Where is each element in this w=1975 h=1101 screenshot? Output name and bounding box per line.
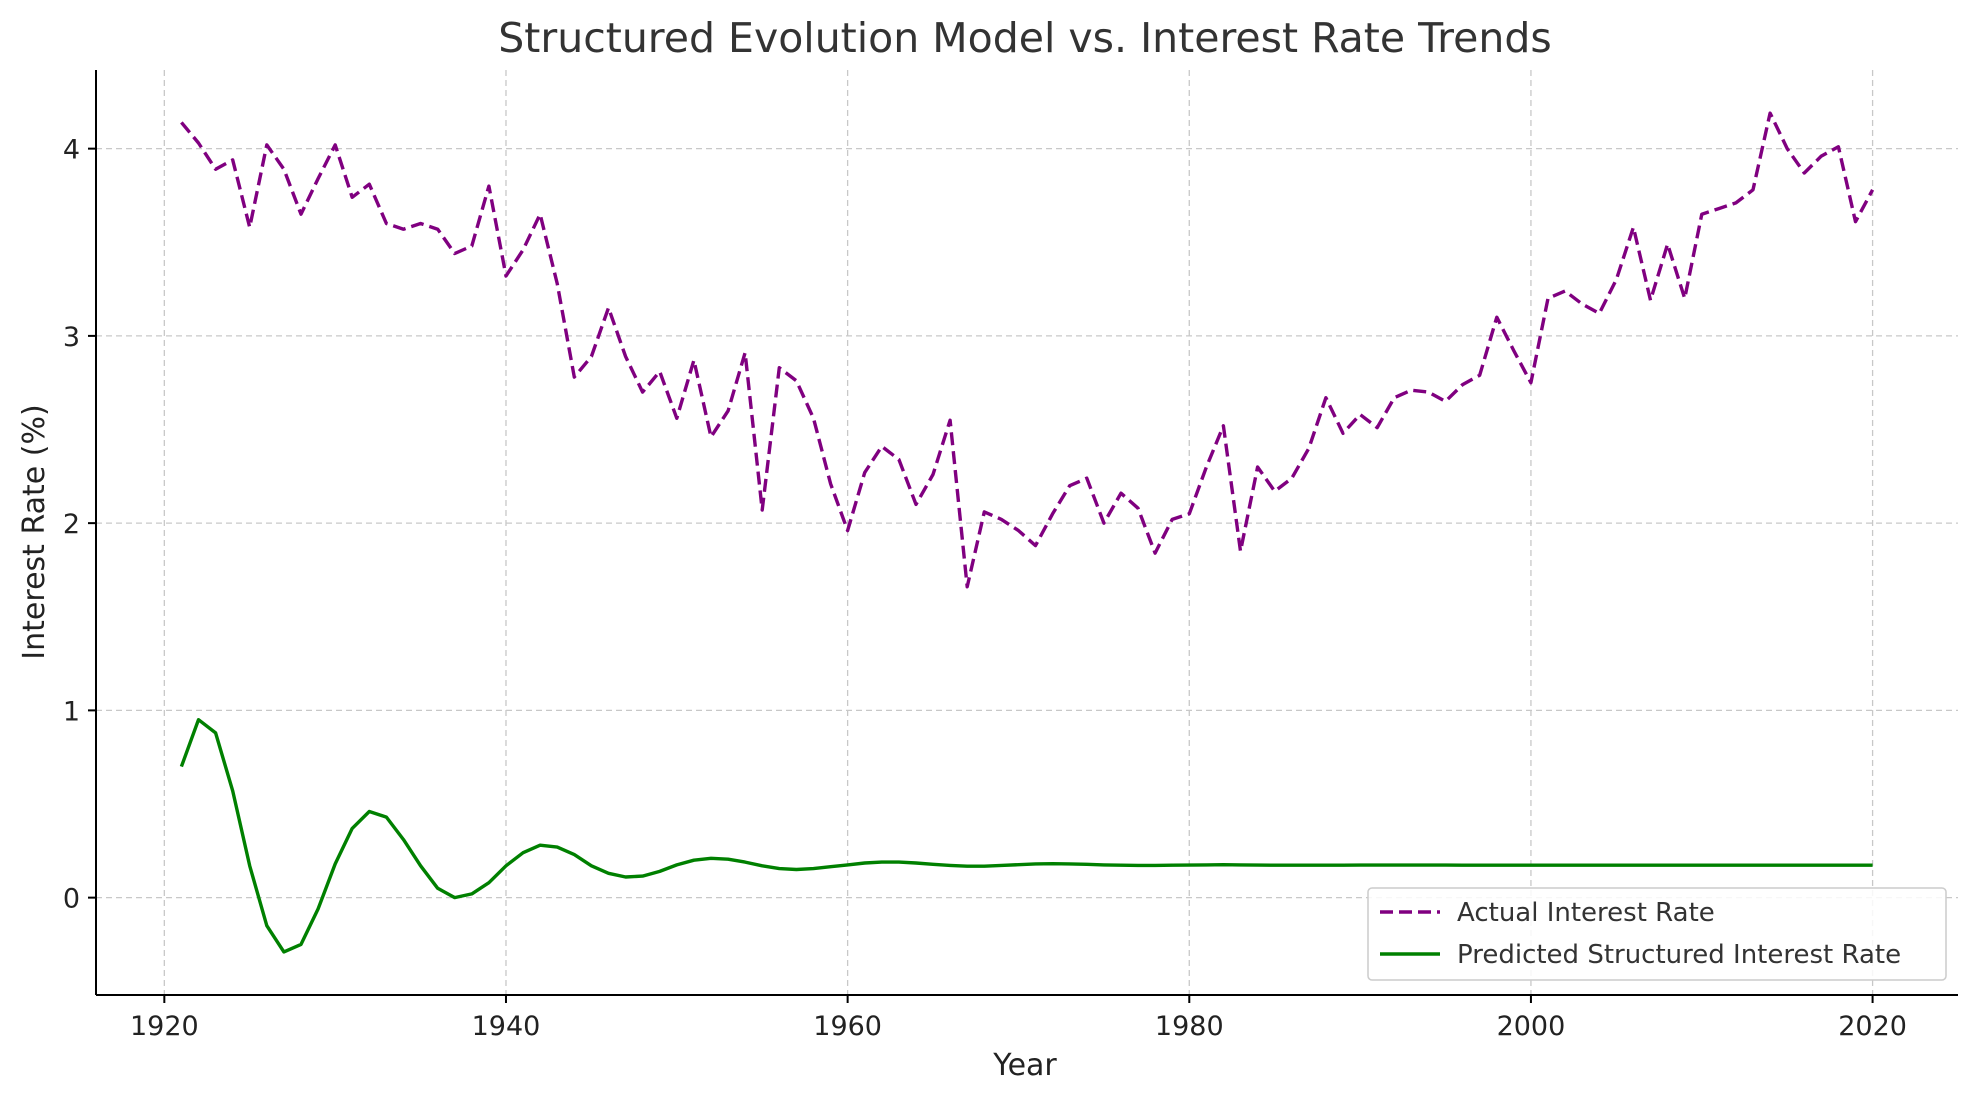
- y-axis-label: Interest Rate (%): [17, 404, 52, 659]
- y-tick-label-2: 2: [63, 509, 80, 540]
- x-tick-label-1980: 1980: [1155, 1011, 1224, 1042]
- y-axis-ticks: 0 1 2 3 4: [63, 135, 96, 915]
- y-tick-label-4: 4: [63, 135, 80, 166]
- x-tick-label-1960: 1960: [813, 1011, 882, 1042]
- axes: [95, 70, 1958, 996]
- chart-title: Structured Evolution Model vs. Interest …: [498, 14, 1551, 62]
- y-tick-label-1: 1: [63, 696, 80, 727]
- y-tick-label-0: 0: [63, 884, 80, 915]
- grid: [96, 70, 1958, 995]
- series-line-actual-interest-rate: [180, 111, 1875, 589]
- x-tick-label-1920: 1920: [130, 1011, 199, 1042]
- x-tick-label-2000: 2000: [1497, 1011, 1566, 1042]
- x-tick-label-2020: 2020: [1838, 1011, 1907, 1042]
- legend-label-actual-interest-rate: Actual Interest Rate: [1457, 898, 1715, 928]
- legend: Actual Interest Rate Predicted Structure…: [1367, 887, 1947, 981]
- series-lines: [179, 111, 1875, 954]
- x-axis-label: Year: [992, 1048, 1057, 1083]
- legend-box: [1367, 887, 1947, 981]
- legend-label-predicted-structured-interest-rate: Predicted Structured Interest Rate: [1457, 940, 1901, 970]
- x-axis-ticks: 1920 1940 1960 1980 2000 2020: [130, 995, 1907, 1042]
- x-tick-label-1940: 1940: [472, 1011, 541, 1042]
- series-line-predicted-structured-interest-rate: [179, 718, 1873, 954]
- y-tick-label-3: 3: [63, 322, 80, 353]
